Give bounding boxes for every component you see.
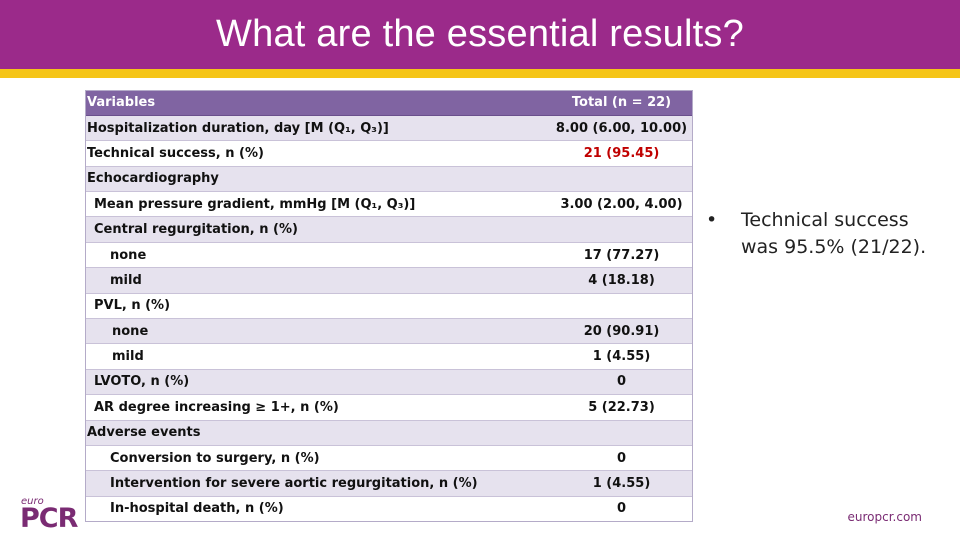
key-finding-bullet: • Technical success was 95.5% (21/22). (706, 207, 936, 261)
table-row: Conversion to surgery, n (%) 0 (85, 445, 693, 472)
row-value: 0 (550, 445, 693, 472)
row-label: mild (85, 267, 550, 294)
table-row: In-hospital death, n (%) 0 (85, 496, 693, 523)
row-value: 0 (550, 369, 693, 396)
row-value: 1 (4.55) (550, 470, 693, 497)
row-value: 20 (90.91) (550, 318, 693, 345)
row-value: 4 (18.18) (550, 267, 693, 294)
table-row: mild 4 (18.18) (85, 267, 693, 294)
section-label: Adverse events (85, 420, 550, 446)
bullet-icon: • (706, 209, 718, 231)
logo-euro-text: euro (21, 496, 44, 507)
row-label: none (85, 318, 550, 345)
table-row: Echocardiography (85, 166, 693, 193)
footer-url: europcr.com (847, 510, 923, 524)
table-row: PVL, n (%) (85, 293, 693, 320)
header-variables: Variables (85, 90, 550, 116)
row-value-highlighted: 21 (95.45) (550, 140, 693, 167)
row-label: PVL, n (%) (85, 293, 550, 320)
section-label: Echocardiography (85, 166, 550, 193)
row-value: 0 (550, 496, 693, 523)
row-label: In-hospital death, n (%) (85, 496, 550, 523)
table-row: LVOTO, n (%) 0 (85, 369, 693, 396)
row-value (550, 216, 693, 243)
row-value: 8.00 (6.00, 10.00) (550, 115, 693, 142)
row-value: 3.00 (2.00, 4.00) (550, 191, 693, 218)
row-value: 17 (77.27) (550, 242, 693, 269)
header-total: Total (n = 22) (550, 90, 693, 116)
table-row: Hospitalization duration, day [M (Q₁, Q₃… (85, 115, 693, 142)
slide-title: What are the essential results? (216, 13, 744, 55)
table-row: mild 1 (4.55) (85, 343, 693, 370)
table-row: Intervention for severe aortic regurgita… (85, 470, 693, 497)
row-label: Conversion to surgery, n (%) (85, 445, 550, 472)
row-value (550, 420, 693, 446)
table-row: Adverse events (85, 420, 693, 446)
title-bar: What are the essential results? (0, 0, 960, 69)
table-row: none 17 (77.27) (85, 242, 693, 269)
bullet-text: Technical success was 95.5% (21/22). (741, 209, 927, 258)
table-row: none 20 (90.91) (85, 318, 693, 345)
row-label: Central regurgitation, n (%) (85, 216, 550, 243)
row-label: Hospitalization duration, day [M (Q₁, Q₃… (85, 115, 550, 142)
row-label: LVOTO, n (%) (85, 369, 550, 396)
row-value: 1 (4.55) (550, 343, 693, 370)
europcr-logo: euro PCR (20, 496, 80, 534)
row-label: mild (85, 343, 550, 370)
row-value: 5 (22.73) (550, 394, 693, 421)
table-row: Central regurgitation, n (%) (85, 216, 693, 243)
row-label: AR degree increasing ≥ 1+, n (%) (85, 394, 550, 421)
logo-pcr-text: PCR (20, 503, 78, 534)
row-label: Mean pressure gradient, mmHg [M (Q₁, Q₃)… (85, 191, 550, 218)
table-row: Mean pressure gradient, mmHg [M (Q₁, Q₃)… (85, 191, 693, 218)
row-value (550, 293, 693, 320)
row-label: none (85, 242, 550, 269)
accent-stripe (0, 69, 960, 78)
table-header-row: Variables Total (n = 22) (85, 90, 693, 116)
row-label: Intervention for severe aortic regurgita… (85, 470, 550, 497)
table-row: AR degree increasing ≥ 1+, n (%) 5 (22.7… (85, 394, 693, 421)
results-table: Variables Total (n = 22) Hospitalization… (85, 90, 693, 523)
table-row: Technical success, n (%) 21 (95.45) (85, 140, 693, 167)
row-label: Technical success, n (%) (85, 140, 550, 167)
row-value (550, 166, 693, 193)
